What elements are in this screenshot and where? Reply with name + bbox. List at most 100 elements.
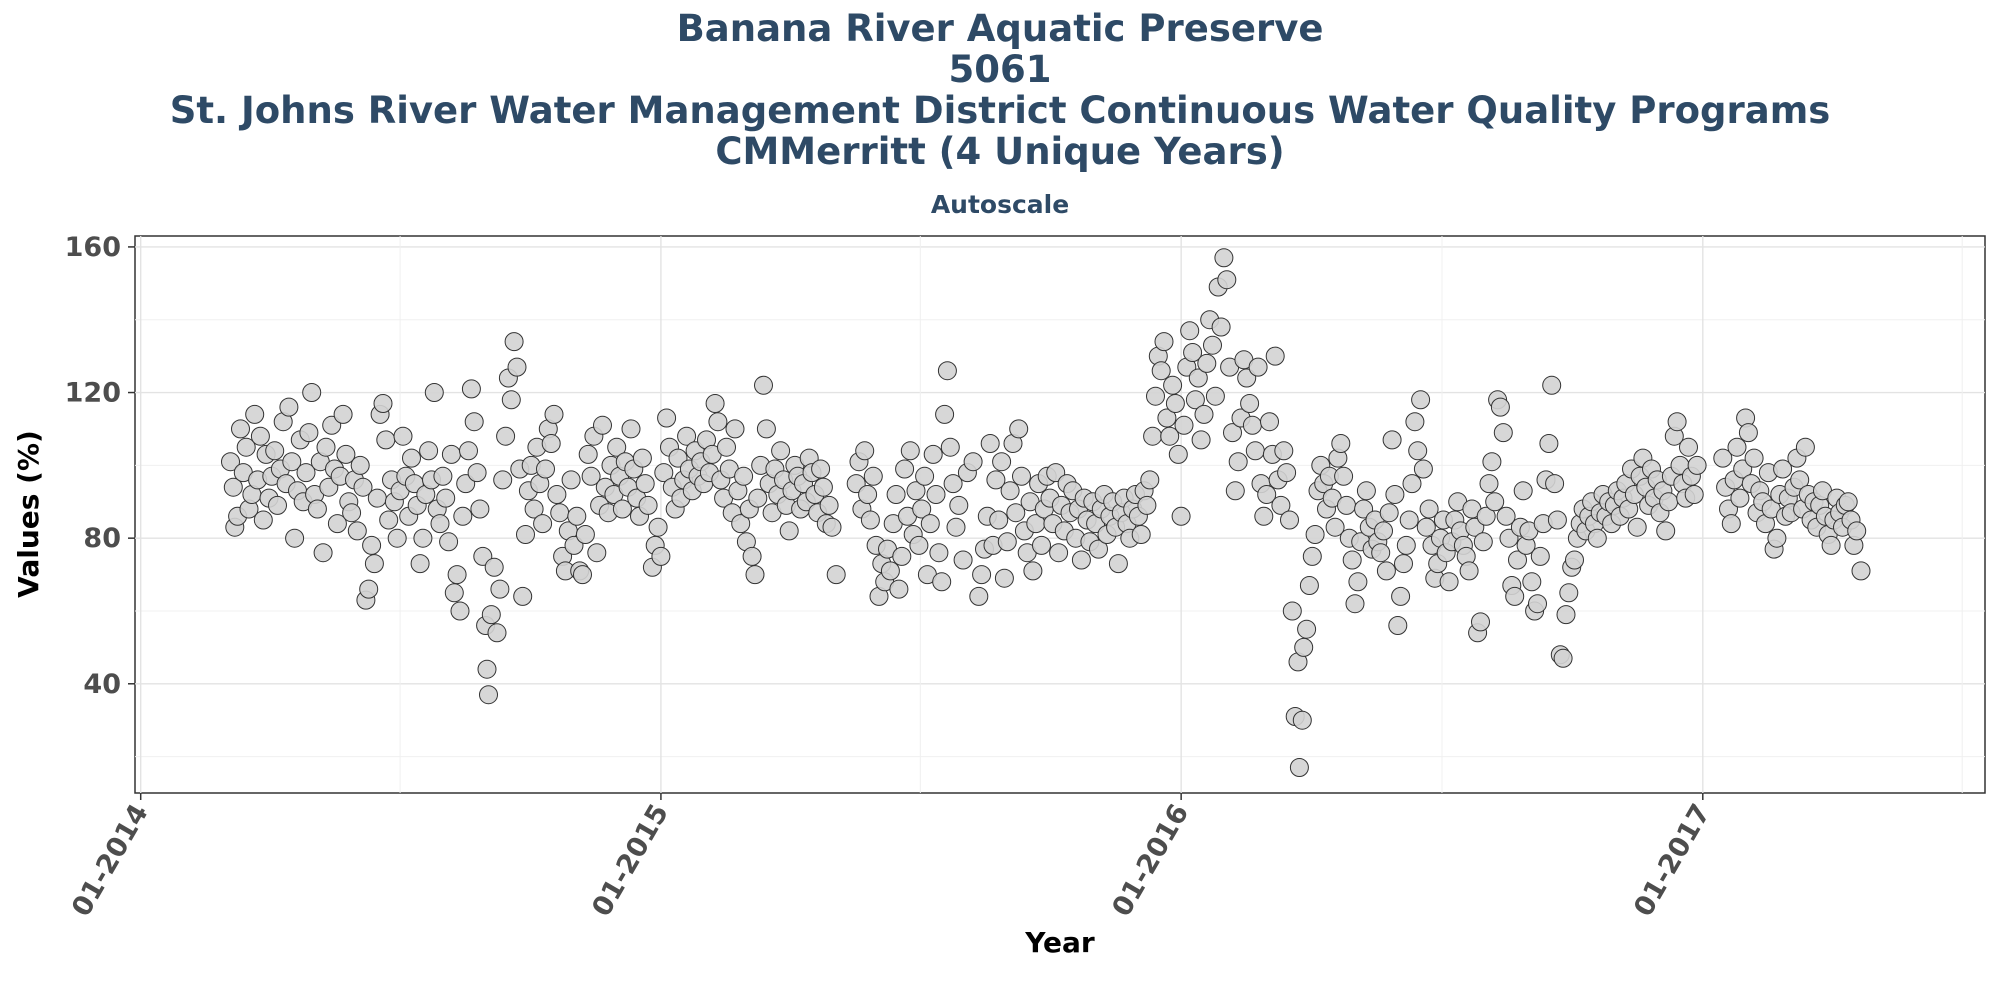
data-point xyxy=(1211,317,1231,337)
data-point xyxy=(253,510,273,530)
title-line-1: Banana River Aquatic Preserve xyxy=(676,7,1324,50)
data-point xyxy=(1773,459,1793,479)
data-point xyxy=(279,397,299,417)
data-point xyxy=(1730,488,1750,508)
data-point xyxy=(1188,368,1208,388)
data-point xyxy=(439,532,459,552)
data-point xyxy=(1194,404,1214,424)
data-point xyxy=(1294,637,1314,657)
data-point xyxy=(265,441,285,461)
data-point xyxy=(1721,514,1741,534)
data-point xyxy=(1439,572,1459,592)
data-point xyxy=(575,525,595,544)
data-point xyxy=(1656,521,1676,541)
data-point xyxy=(1163,375,1183,395)
data-point xyxy=(1108,554,1128,574)
data-point xyxy=(717,437,736,457)
data-point xyxy=(1490,397,1510,417)
data-point xyxy=(447,565,467,585)
data-point xyxy=(1513,481,1533,501)
data-point xyxy=(470,499,490,519)
data-point xyxy=(1151,361,1171,381)
data-point xyxy=(1627,517,1647,537)
data-point xyxy=(333,404,353,424)
data-point xyxy=(1371,543,1391,563)
data-point xyxy=(362,535,382,555)
data-point xyxy=(1000,481,1020,501)
data-point xyxy=(1496,506,1516,526)
x-tick-label: 01-2015 xyxy=(586,799,675,922)
data-point xyxy=(1168,444,1188,464)
data-point xyxy=(963,452,983,472)
data-point xyxy=(336,444,356,464)
data-point xyxy=(1539,434,1559,453)
data-point xyxy=(1009,419,1029,439)
data-point xyxy=(533,514,553,534)
x-tick-label: 01-2017 xyxy=(1628,799,1717,922)
data-point xyxy=(708,412,728,432)
data-point xyxy=(1851,561,1871,581)
data-point xyxy=(1376,561,1396,581)
data-point xyxy=(895,459,915,479)
data-point xyxy=(1006,503,1026,523)
data-point xyxy=(926,485,946,504)
data-point xyxy=(648,517,668,537)
data-point xyxy=(972,565,992,585)
data-point xyxy=(1821,535,1841,555)
data-point xyxy=(1297,619,1317,639)
data-point xyxy=(855,441,875,461)
data-point xyxy=(1214,248,1234,268)
data-point xyxy=(1325,517,1345,537)
data-point xyxy=(1790,470,1810,490)
data-point xyxy=(1191,430,1211,450)
chart-subtitle: Autoscale xyxy=(930,190,1070,219)
data-point xyxy=(1071,550,1091,570)
data-point xyxy=(1405,412,1425,432)
data-point xyxy=(1292,710,1312,730)
data-point xyxy=(1356,481,1376,501)
data-point xyxy=(573,565,592,585)
data-point xyxy=(536,459,555,479)
data-point xyxy=(481,605,501,625)
data-point xyxy=(550,503,570,523)
data-point xyxy=(1659,492,1679,512)
chart-title: Banana River Aquatic Preserve 5061 St. J… xyxy=(0,8,2000,172)
data-point xyxy=(479,685,498,705)
data-point xyxy=(1416,517,1436,537)
data-point xyxy=(350,455,370,475)
data-point xyxy=(524,499,544,519)
data-point xyxy=(725,419,745,439)
data-point xyxy=(1528,594,1547,614)
data-point xyxy=(1679,437,1698,457)
data-point xyxy=(544,404,564,424)
data-point xyxy=(307,499,327,519)
data-point xyxy=(677,426,697,446)
data-point xyxy=(638,495,658,515)
data-point xyxy=(541,434,561,453)
data-point xyxy=(379,510,399,530)
data-point xyxy=(932,572,952,592)
data-point xyxy=(282,452,302,472)
data-point xyxy=(302,383,322,402)
data-point xyxy=(444,583,464,603)
data-point xyxy=(900,441,920,461)
data-point xyxy=(1530,546,1550,566)
data-point xyxy=(1419,499,1439,519)
data-point xyxy=(813,477,833,497)
data-point xyxy=(413,528,433,548)
data-point xyxy=(1205,386,1225,406)
data-point xyxy=(1379,503,1399,523)
title-line-4: CMMerritt (4 Unique Years) xyxy=(715,130,1285,173)
data-point xyxy=(236,437,256,457)
data-point xyxy=(943,474,963,494)
data-point xyxy=(1396,535,1416,555)
data-point xyxy=(1240,394,1260,413)
data-point xyxy=(1265,346,1285,366)
x-axis-title: Year xyxy=(1024,926,1095,959)
data-point xyxy=(364,554,384,574)
data-point xyxy=(299,423,319,443)
data-point xyxy=(1331,434,1351,453)
data-point xyxy=(504,332,524,352)
data-point xyxy=(1545,474,1565,494)
data-point xyxy=(459,441,478,461)
